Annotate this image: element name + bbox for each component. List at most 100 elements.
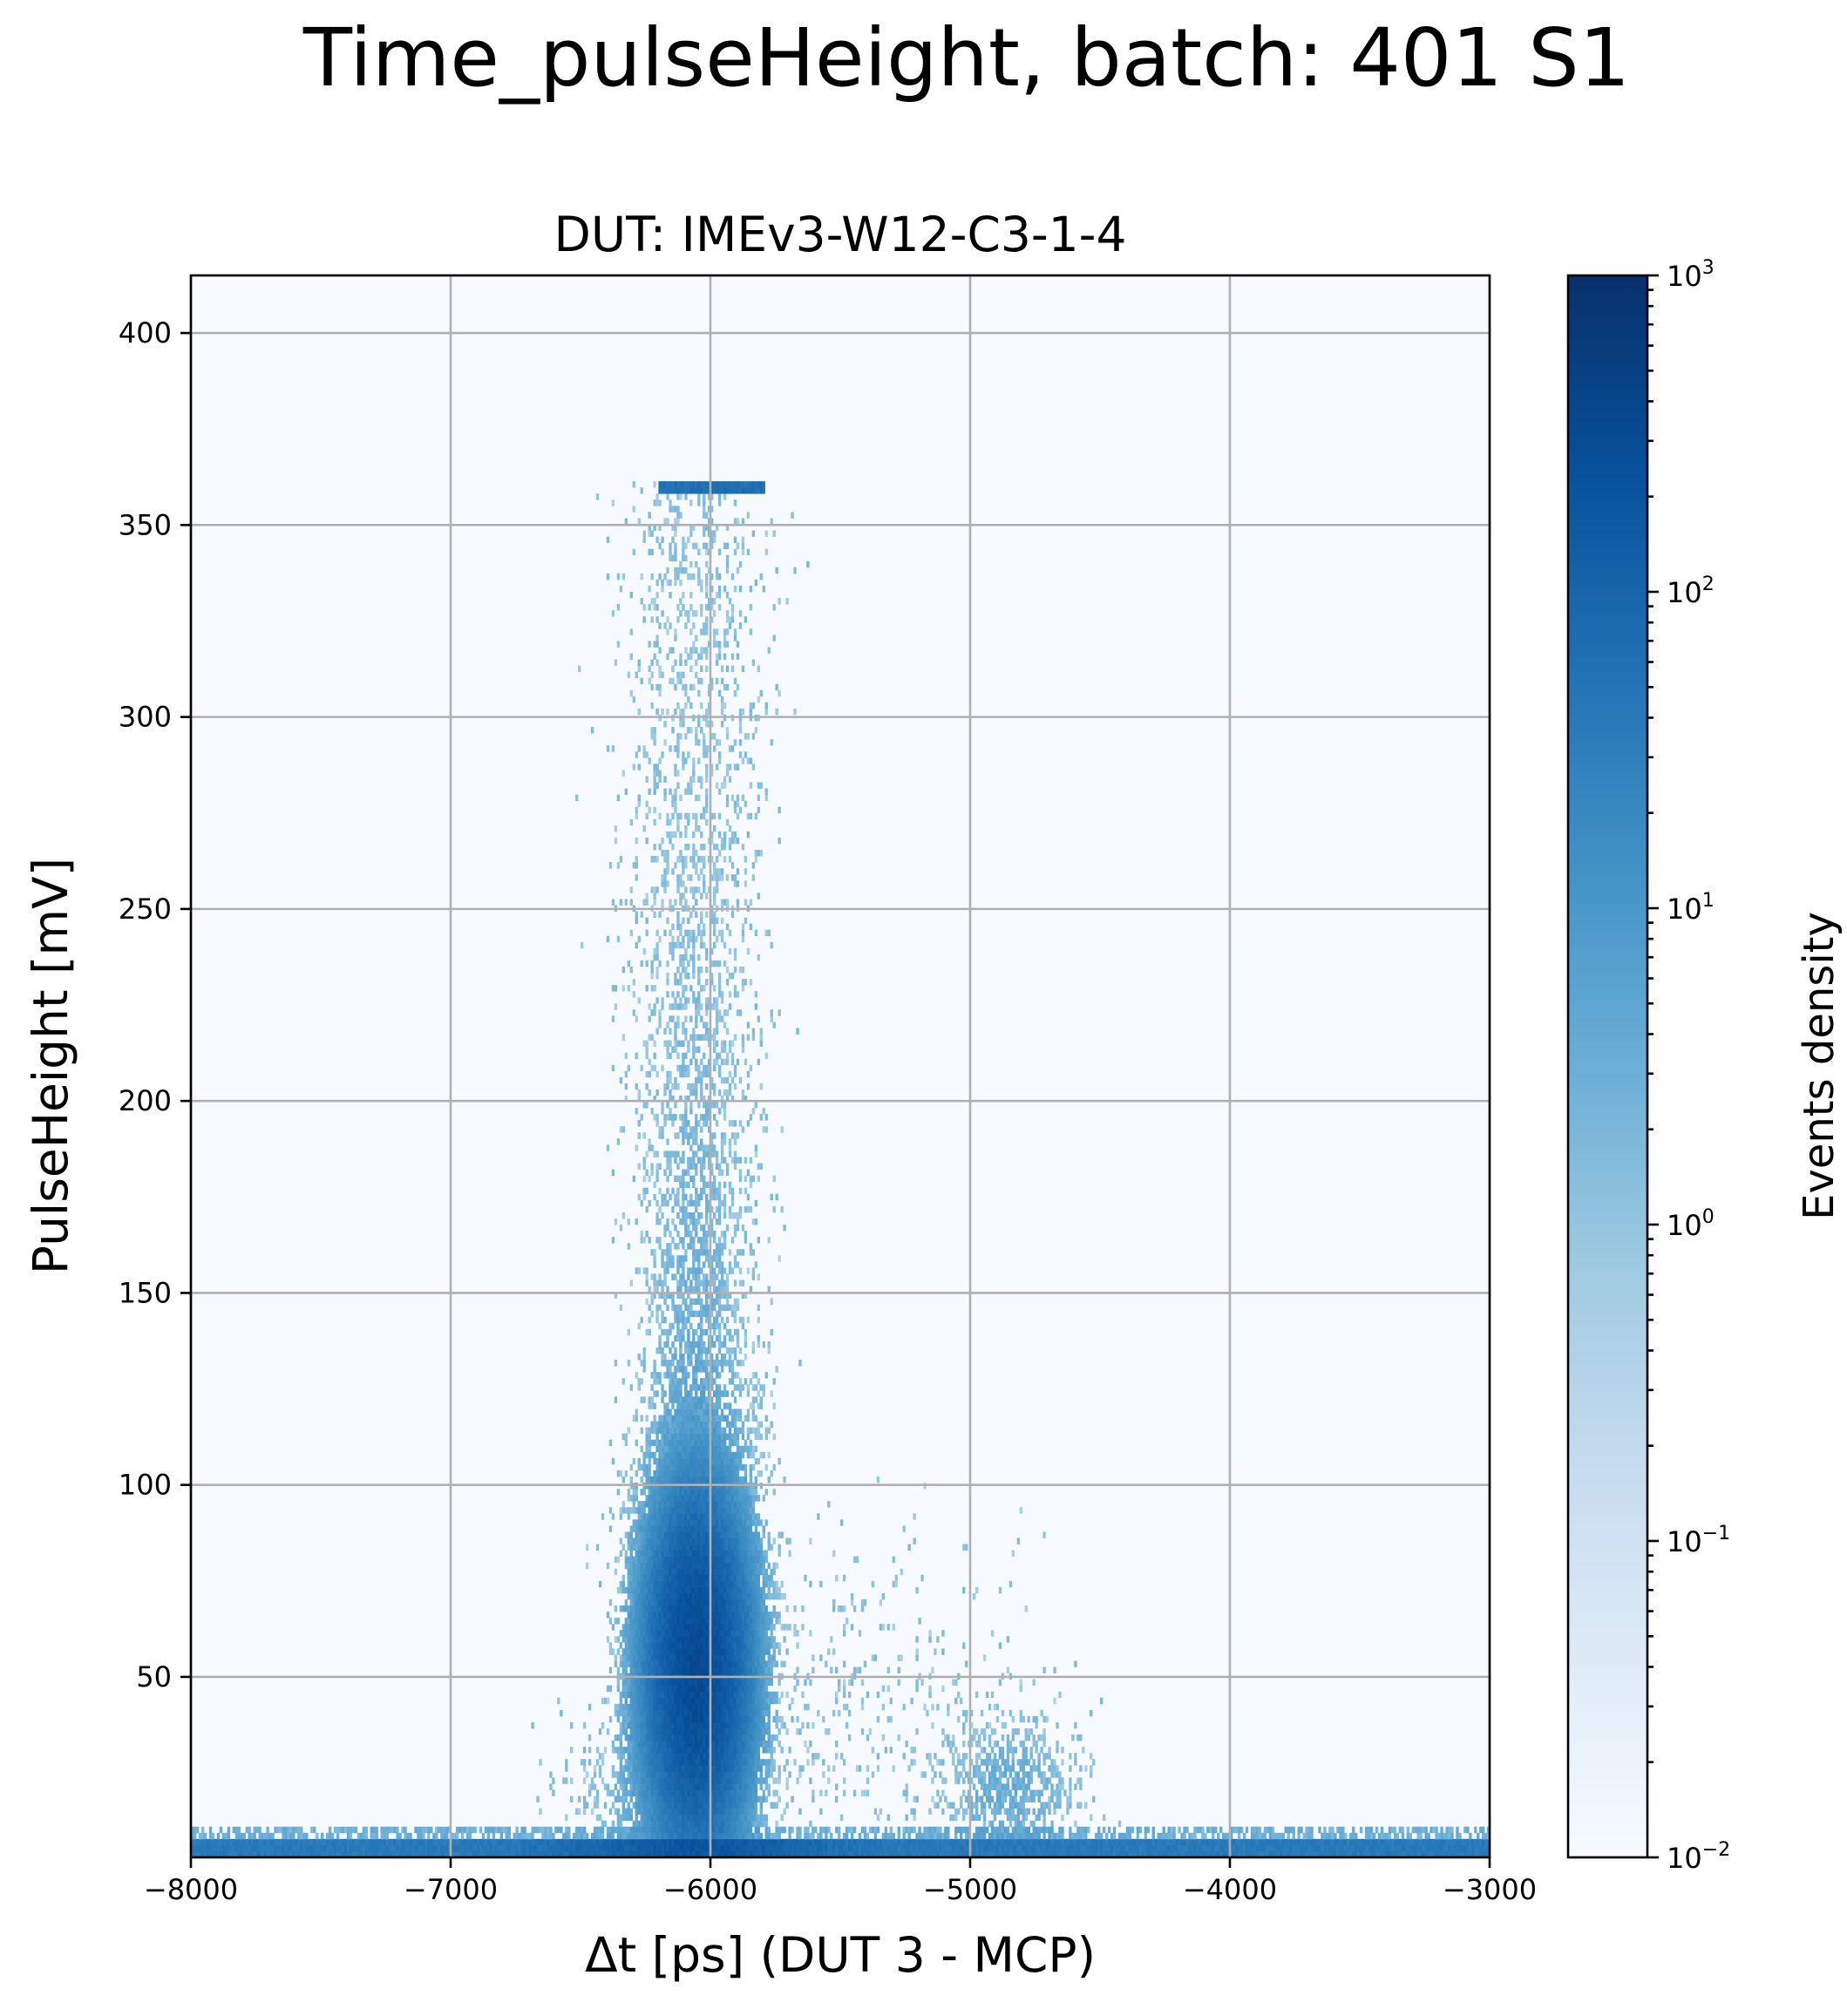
heatmap-cell: [645, 1052, 648, 1060]
heatmap-cell: [710, 1034, 714, 1041]
heatmap-cell: [658, 542, 662, 550]
heatmap-cell: [710, 1838, 714, 1846]
heatmap-cell: [219, 1838, 223, 1846]
heatmap-cell: [351, 1838, 356, 1846]
heatmap-cell: [692, 1586, 696, 1594]
heatmap-cell: [658, 843, 662, 851]
heatmap-cell: [661, 1519, 664, 1526]
heatmap-cell: [640, 1544, 643, 1551]
heatmap-cell: [710, 530, 714, 537]
heatmap-cell: [422, 1832, 425, 1840]
heatmap-cell: [216, 1838, 221, 1846]
heatmap-cell: [424, 1844, 428, 1852]
heatmap-cell: [629, 1844, 633, 1852]
heatmap-cell: [676, 1334, 680, 1342]
heatmap-cell: [627, 1715, 631, 1723]
heatmap-cell: [624, 1599, 628, 1606]
heatmap-cell: [669, 1519, 672, 1526]
heatmap-cell: [663, 1586, 667, 1594]
heatmap-cell: [689, 1126, 693, 1133]
heatmap-cell: [632, 1507, 635, 1514]
heatmap-cell: [229, 1844, 234, 1852]
heatmap-cell: [684, 788, 688, 795]
heatmap-cell: [645, 1765, 648, 1772]
heatmap-cell: [687, 1715, 690, 1723]
heatmap-cell: [645, 1795, 648, 1802]
heatmap-cell: [669, 1390, 672, 1397]
heatmap-cell: [663, 1354, 667, 1361]
heatmap-cell: [682, 1212, 685, 1219]
heatmap-cell: [300, 1838, 303, 1846]
heatmap-cell: [669, 1427, 672, 1435]
heatmap-cell: [679, 598, 682, 605]
heatmap-cell: [697, 1728, 701, 1735]
heatmap-cell: [658, 1415, 662, 1422]
heatmap-cell: [692, 1341, 696, 1348]
heatmap-cell: [697, 1826, 701, 1834]
heatmap-cell: [687, 1083, 690, 1090]
heatmap-cell: [666, 1574, 669, 1582]
heatmap-cell: [614, 1605, 618, 1612]
heatmap-cell: [650, 1660, 654, 1667]
heatmap-cell: [658, 1525, 662, 1532]
heatmap-cell: [674, 1384, 677, 1391]
heatmap-cell: [430, 1850, 433, 1857]
heatmap-cell: [640, 1789, 643, 1796]
heatmap-cell: [341, 1826, 345, 1834]
heatmap-cell: [700, 1070, 703, 1078]
heatmap-cell: [554, 1826, 558, 1834]
heatmap-cell: [621, 1574, 626, 1582]
heatmap-cell: [679, 1360, 682, 1367]
heatmap-cell: [484, 1826, 488, 1834]
heatmap-cell: [640, 1612, 643, 1619]
heatmap-cell: [703, 1181, 706, 1189]
heatmap-cell: [705, 1249, 709, 1256]
heatmap-cell: [214, 1850, 218, 1857]
heatmap-cell: [684, 659, 688, 666]
heatmap-cell: [663, 1759, 667, 1766]
heatmap-cell: [642, 1814, 646, 1822]
heatmap-cell: [642, 1040, 646, 1047]
heatmap-cell: [284, 1838, 288, 1846]
heatmap-cell: [661, 1531, 664, 1538]
heatmap-cell: [682, 1618, 685, 1625]
heatmap-cell: [687, 960, 690, 967]
heatmap-cell: [692, 1618, 696, 1625]
heatmap-cell: [645, 1747, 648, 1754]
heatmap-cell: [710, 536, 714, 544]
heatmap-cell: [700, 1556, 703, 1564]
heatmap-cell: [695, 635, 698, 641]
heatmap-cell: [650, 1759, 654, 1766]
heatmap-cell: [562, 1777, 566, 1784]
heatmap-cell: [666, 1083, 669, 1090]
heatmap-cell: [682, 1058, 685, 1066]
heatmap-cell: [692, 1310, 696, 1318]
heatmap-cell: [700, 1408, 703, 1415]
heatmap-cell: [562, 1844, 566, 1852]
heatmap-cell: [679, 1415, 682, 1422]
heatmap-cell: [208, 1826, 213, 1834]
heatmap-cell: [655, 1070, 659, 1078]
heatmap-cell: [560, 1709, 563, 1717]
heatmap-cell: [661, 1612, 664, 1619]
heatmap-cell: [700, 1850, 703, 1857]
heatmap-cell: [689, 1470, 693, 1477]
heatmap-cell: [655, 997, 659, 1004]
heatmap-cell: [650, 1802, 654, 1809]
heatmap-cell: [648, 1531, 651, 1538]
heatmap-cell: [195, 1850, 200, 1857]
heatmap-cell: [637, 800, 641, 808]
plot-area: [191, 275, 1490, 1857]
heatmap-cell: [689, 499, 693, 506]
heatmap-cell: [653, 1261, 656, 1268]
heatmap-cell: [671, 1396, 675, 1403]
heatmap-cell: [705, 1832, 709, 1840]
heatmap-cell: [653, 1802, 656, 1809]
heatmap-cell: [705, 1199, 709, 1207]
heatmap-cell: [658, 1562, 662, 1570]
heatmap-cell: [640, 1360, 643, 1367]
heatmap-cell: [687, 573, 690, 580]
heatmap-cell: [710, 1205, 714, 1213]
heatmap-cell: [573, 1850, 576, 1857]
heatmap-cell: [635, 1771, 638, 1778]
